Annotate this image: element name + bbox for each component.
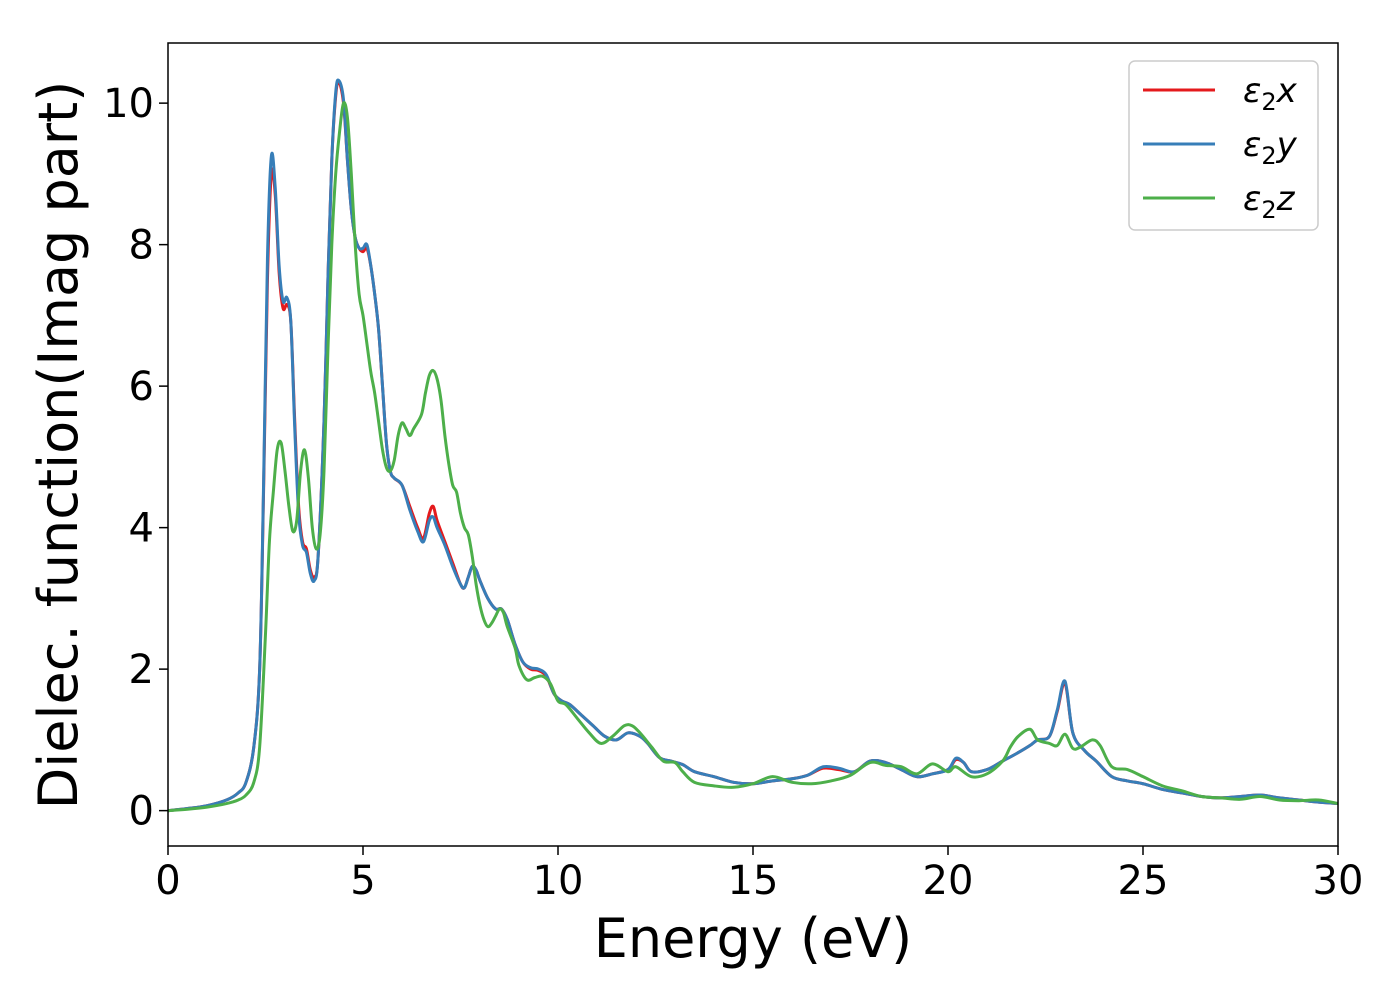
x-tick-label: 20 bbox=[923, 858, 974, 904]
plot-frame bbox=[167, 42, 1339, 847]
y-tick-label: 6 bbox=[129, 364, 154, 410]
y-axis-label: Dielec. function(Imag part) bbox=[27, 81, 90, 810]
y-tick-label: 10 bbox=[103, 81, 154, 127]
x-tick-label: 5 bbox=[350, 858, 375, 904]
legend-label-z: ε2z bbox=[1243, 179, 1296, 224]
legend-label-x: ε2x bbox=[1243, 71, 1298, 116]
x-tick-label: 0 bbox=[155, 858, 180, 904]
x-tick-label: 15 bbox=[728, 858, 779, 904]
x-tick-label: 30 bbox=[1313, 858, 1364, 904]
series-group bbox=[168, 78, 1338, 813]
x-tick-label: 25 bbox=[1118, 858, 1169, 904]
legend-label-y: ε2y bbox=[1243, 125, 1298, 170]
x-axis: 0 5 10 15 20 25 30 bbox=[155, 846, 1363, 904]
y-axis: 0 2 4 6 8 10 bbox=[103, 81, 168, 835]
legend: ε2x ε2y ε2z bbox=[1128, 60, 1319, 231]
y-tick-label: 8 bbox=[129, 223, 154, 269]
series-line-z bbox=[168, 101, 1338, 813]
y-tick-label: 2 bbox=[129, 647, 154, 693]
y-tick-label: 4 bbox=[129, 506, 154, 552]
y-tick-label: 0 bbox=[129, 789, 154, 835]
x-tick-label: 10 bbox=[533, 858, 584, 904]
legend-box bbox=[1128, 60, 1319, 231]
x-axis-label: Energy (eV) bbox=[594, 907, 913, 970]
